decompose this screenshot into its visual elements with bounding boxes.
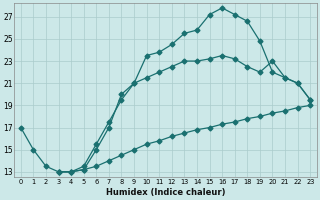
X-axis label: Humidex (Indice chaleur): Humidex (Indice chaleur): [106, 188, 225, 197]
